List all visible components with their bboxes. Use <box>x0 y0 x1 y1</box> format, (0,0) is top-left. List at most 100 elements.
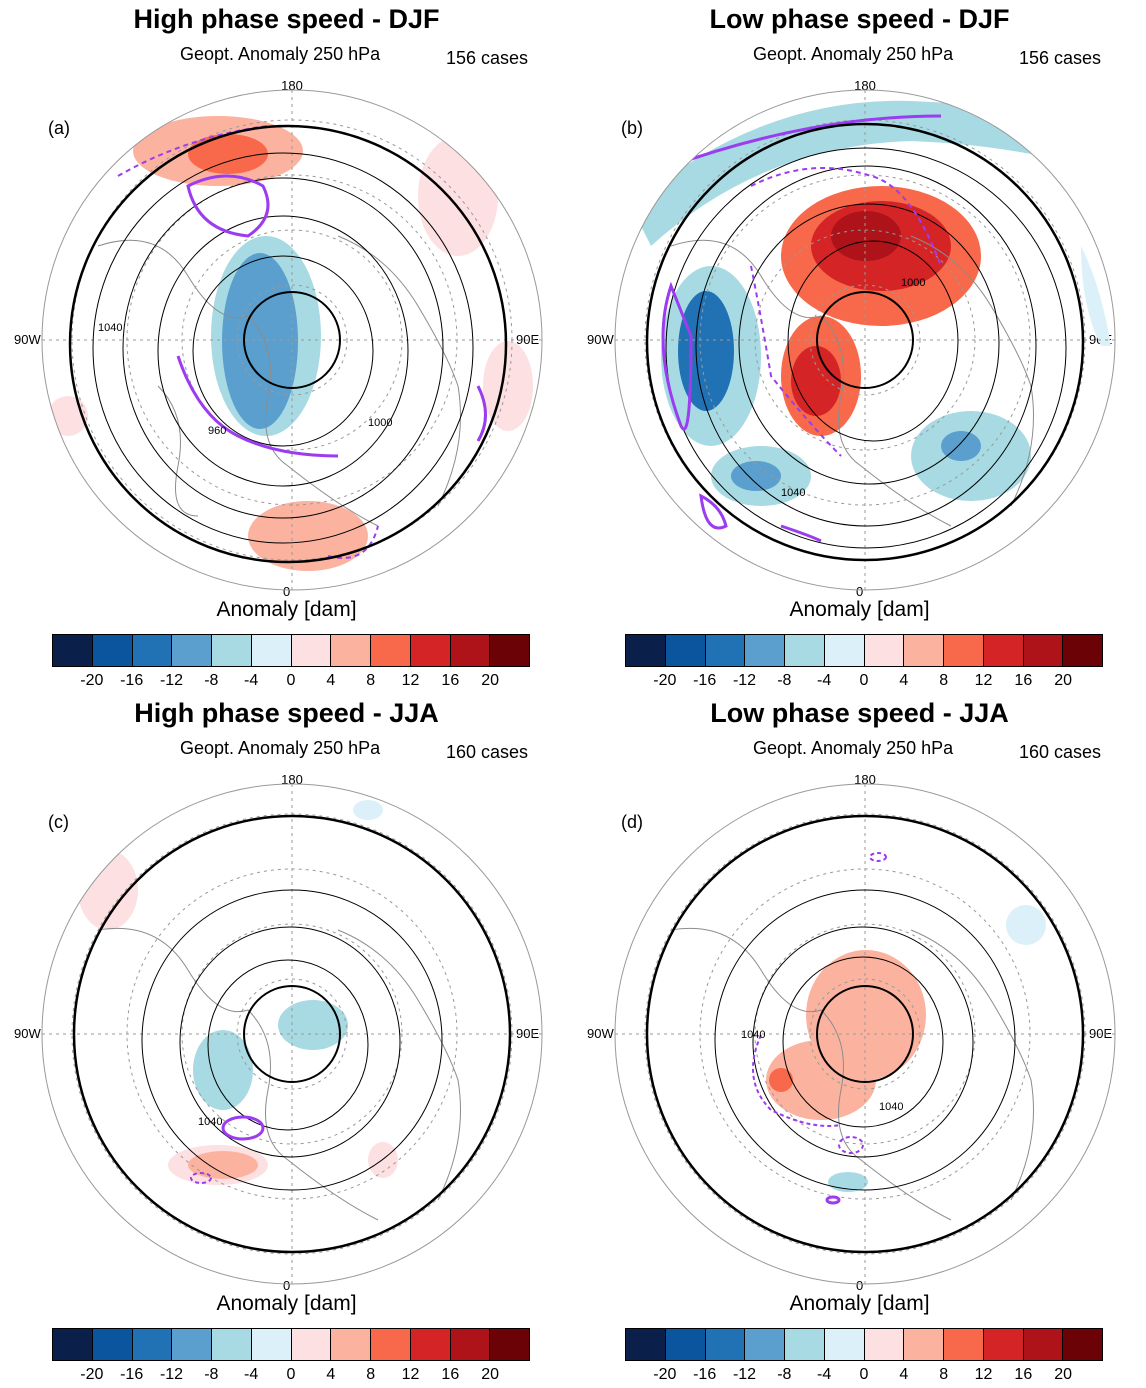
coastlines <box>97 927 461 1221</box>
colorbar-box <box>705 1329 746 1360</box>
colorbar-tick-label: 16 <box>441 1366 460 1383</box>
colorbar-tick-label: 12 <box>974 1366 993 1383</box>
anomaly-shading <box>48 116 533 571</box>
colorbar-tick-label: 12 <box>974 672 993 689</box>
contour-label-1040: 1040 <box>781 487 805 499</box>
colorbar-box <box>1063 635 1102 666</box>
colorbar-tick-label: -20 <box>653 1366 677 1383</box>
anomaly-shading <box>766 905 1046 1192</box>
colorbar-box <box>450 635 491 666</box>
contour-label-1000: 1000 <box>901 277 925 289</box>
colorbar-tick-label: -8 <box>204 1366 219 1383</box>
colorbar-tick-label: 8 <box>366 672 376 689</box>
colorbar-box <box>53 1329 93 1360</box>
colorbar-tick-label: -12 <box>159 1366 184 1383</box>
colorbar-tick-label: 0 <box>286 672 296 689</box>
colorbar-tick-label: 20 <box>481 672 500 689</box>
colorbar-box <box>450 1329 491 1360</box>
colorbar-box <box>665 635 706 666</box>
colorbar-box <box>944 635 984 666</box>
colorbar-box <box>53 635 93 666</box>
colorbar-tick-label: -4 <box>244 672 259 689</box>
panel-letter: (b) <box>621 118 643 138</box>
polar-map: 960 1000 1040 <box>41 89 543 591</box>
polar-map: 1040 <box>41 783 543 1285</box>
panel-letter: (c) <box>48 812 69 832</box>
lon-label-180: 180 <box>854 78 876 93</box>
colorbar-tick-label: 0 <box>286 1366 296 1383</box>
significance-contours <box>117 125 487 559</box>
colorbar-label: Anomaly [dam] <box>789 1292 930 1315</box>
colorbar-label: Anomaly [dam] <box>216 598 357 621</box>
panel-title: Low phase speed - DJF <box>709 4 1010 34</box>
colorbar-tick-label: 20 <box>1054 672 1073 689</box>
panel-title: Low phase speed - JJA <box>710 698 1009 728</box>
colorbar-tick-label: -16 <box>693 1366 717 1383</box>
colorbar-ticks: -20 -16 -12 -8 -4 0 4 8 12 16 20 <box>625 1366 1103 1386</box>
colorbar-ticks: -20 -16 -12 -8 -4 0 4 8 12 16 20 <box>52 1366 530 1386</box>
colorbar-box <box>626 635 666 666</box>
lon-label-90w: 90W <box>587 332 614 347</box>
colorbar-box <box>705 635 746 666</box>
colorbar-box <box>291 1329 332 1360</box>
significance-contours <box>661 114 942 543</box>
colorbar-box <box>291 635 332 666</box>
colorbar <box>625 1328 1103 1361</box>
panel-subtitle: Geopt. Anomaly 250 hPa <box>180 738 381 758</box>
colorbar-box <box>824 635 865 666</box>
colorbar-box <box>371 1329 411 1360</box>
colorbar-tick-label: 16 <box>441 672 460 689</box>
colorbar-tick-label: 4 <box>899 672 909 689</box>
lon-label-0: 0 <box>283 1278 291 1293</box>
panel-d: Low phase speed - JJA Geopt. Anomaly 250… <box>573 694 1146 1388</box>
colorbar-tick-label: -4 <box>817 1366 832 1383</box>
colorbar-tick-label: -8 <box>777 1366 792 1383</box>
colorbar-box <box>212 1329 252 1360</box>
panel-subtitle: Geopt. Anomaly 250 hPa <box>753 738 954 758</box>
colorbar-box <box>490 1329 529 1360</box>
grid-lines <box>615 784 1115 1284</box>
colorbar-box <box>745 1329 785 1360</box>
colorbar-tick-label: 4 <box>899 1366 909 1383</box>
colorbar-box <box>785 1329 825 1360</box>
colorbar-tick-label: 8 <box>366 1366 376 1383</box>
colorbar-ticks: -20 -16 -12 -8 -4 0 4 8 12 16 20 <box>625 672 1103 692</box>
lon-label-0: 0 <box>856 1278 864 1293</box>
case-count: 160 cases <box>1019 742 1102 762</box>
colorbar-box <box>92 1329 133 1360</box>
colorbar-box <box>626 1329 666 1360</box>
contour-label-1040: 1040 <box>198 1116 222 1128</box>
colorbar-box <box>864 1329 905 1360</box>
panel-c: High phase speed - JJA Geopt. Anomaly 25… <box>0 694 573 1388</box>
coastlines <box>97 235 461 527</box>
contour-label-1000: 1000 <box>368 417 392 429</box>
colorbar-tick-label: 16 <box>1014 672 1033 689</box>
colorbar-tick-label: -8 <box>204 672 219 689</box>
colorbar-box <box>864 635 905 666</box>
grid-lines <box>42 90 542 590</box>
colorbar-box <box>944 1329 984 1360</box>
geopotential-contours <box>714 889 1016 1191</box>
lon-label-180: 180 <box>281 78 303 93</box>
colorbar-box <box>172 1329 212 1360</box>
geopotential-contours <box>141 889 443 1191</box>
colorbar-box <box>410 1329 451 1360</box>
grid-lines <box>42 784 542 1284</box>
colorbar-tick-label: 12 <box>401 672 420 689</box>
colorbar-tick-label: 20 <box>1054 1366 1073 1383</box>
panel-subtitle: Geopt. Anomaly 250 hPa <box>180 44 381 64</box>
colorbar <box>625 634 1103 667</box>
colorbar-box <box>251 1329 292 1360</box>
colorbar-box <box>410 635 451 666</box>
panel-b: Low phase speed - DJF Geopt. Anomaly 250… <box>573 0 1146 694</box>
anomaly-shading <box>631 100 1111 506</box>
colorbar-box <box>490 635 529 666</box>
geopotential-contours <box>665 147 1067 549</box>
panel-letter: (d) <box>621 812 643 832</box>
colorbar-tick-label: 4 <box>326 1366 336 1383</box>
colorbar <box>52 634 530 667</box>
colorbar-box <box>665 1329 706 1360</box>
contour-label-1040: 1040 <box>879 1101 903 1113</box>
colorbar-box <box>331 635 371 666</box>
polar-map: 1000 1040 <box>614 89 1116 591</box>
